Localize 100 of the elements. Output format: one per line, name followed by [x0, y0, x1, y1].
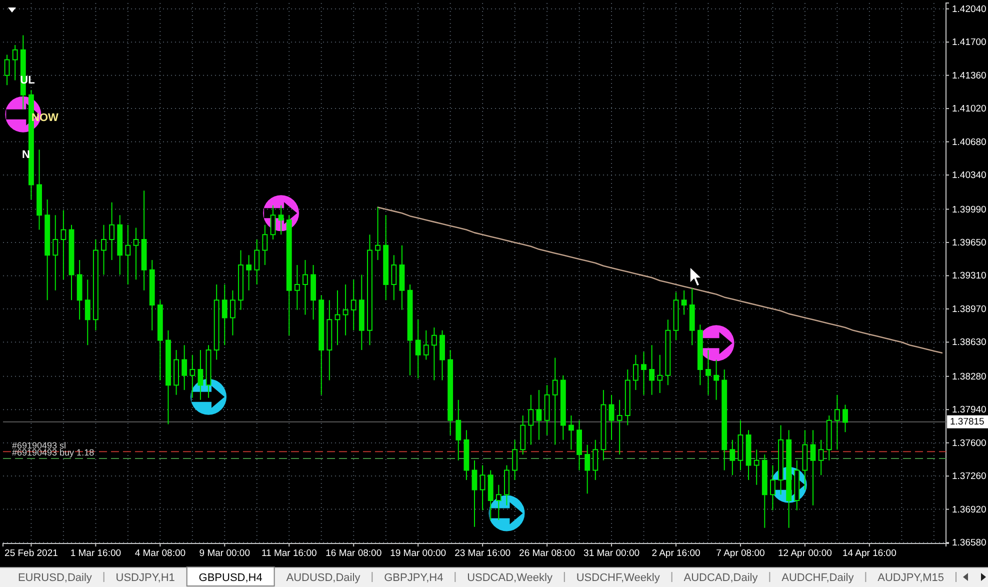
x-tick-label: 23 Mar 16:00 [454, 548, 511, 560]
x-tick-label: 14 Apr 16:00 [842, 548, 896, 560]
candlestick [786, 430, 792, 528]
candlestick [592, 439, 598, 480]
candlestick [657, 354, 663, 394]
candlestick [334, 290, 340, 346]
candlestick [770, 464, 776, 511]
candlestick [367, 234, 372, 346]
candlestick [794, 460, 800, 511]
candlestick [415, 319, 421, 379]
candlestick [431, 326, 437, 381]
candlestick [528, 394, 534, 446]
candlestick [109, 202, 115, 261]
x-tick-label: 31 Mar 00:00 [584, 548, 640, 560]
candlestick [689, 288, 695, 346]
candlestick [810, 430, 816, 506]
candlestick [407, 284, 413, 376]
candlestick [222, 284, 228, 346]
tab: AUDCAD,Daily [684, 572, 770, 584]
candlestick [778, 424, 784, 496]
candlestick [600, 390, 606, 461]
y-tick-label: 1.42040 [952, 4, 986, 15]
candlestick [84, 279, 90, 346]
candlestick [826, 414, 832, 461]
candlestick [125, 224, 131, 285]
candlestick [714, 359, 720, 400]
tab: EURUSD,Daily [18, 572, 104, 584]
candlestick [302, 260, 308, 316]
candlestick [568, 414, 574, 450]
candlestick [544, 384, 550, 436]
candlestick [238, 250, 244, 310]
candlestick [616, 399, 622, 456]
candlestick [174, 349, 180, 396]
candlestick [504, 464, 510, 506]
candlestick [624, 369, 630, 426]
candlestick [576, 420, 582, 471]
candlestick [673, 292, 679, 341]
candlestick [512, 439, 518, 480]
x-tick-label: 11 Mar 16:00 [261, 548, 317, 560]
candlestick [294, 264, 300, 310]
candlestick [383, 214, 389, 301]
candlestick [310, 264, 316, 320]
candlestick [762, 454, 768, 528]
candlestick [584, 444, 590, 494]
candlestick [101, 224, 106, 276]
candlestick [560, 374, 566, 440]
candlestick [166, 330, 171, 425]
candlestick [198, 349, 204, 400]
candlestick [52, 214, 58, 291]
y-tick-label: 1.40680 [952, 136, 986, 148]
tab: AUDCHF,Daily [782, 572, 866, 584]
tab: USDCAD,Weekly [467, 572, 565, 584]
candlestick [464, 430, 470, 480]
candlestick [206, 344, 212, 398]
candlestick [117, 214, 123, 276]
y-tick-label: 1.41360 [952, 70, 986, 82]
candlestick [182, 344, 188, 391]
candlestick [214, 284, 220, 360]
candlestick [350, 279, 356, 331]
candlestick [834, 394, 840, 450]
tab: USDCHF,Weekly [576, 572, 672, 584]
y-tick-label: 1.39990 [952, 204, 986, 216]
candlestick [552, 357, 558, 446]
y-tick-label: 1.39310 [952, 270, 986, 282]
tab: AUDUSD,Daily [286, 572, 373, 584]
x-tick-label: 16 Mar 08:00 [326, 548, 382, 560]
x-tick-label: 9 Mar 00:00 [199, 548, 250, 560]
candlestick [358, 274, 364, 350]
candlestick [423, 330, 429, 360]
candlestick [641, 351, 646, 396]
x-tick-label: 7 Apr 08:00 [716, 548, 765, 560]
y-tick-label: 1.38280 [952, 371, 986, 382]
candlestick [286, 214, 292, 336]
candlestick [697, 324, 703, 386]
candlestick [649, 344, 655, 396]
y-tick-label: 1.38630 [952, 337, 986, 348]
x-tick-label: 1 Mar 16:00 [70, 548, 122, 560]
candlestick [480, 464, 486, 511]
x-tick-label: 26 Mar 08:00 [519, 548, 576, 560]
candlestick [665, 319, 671, 386]
y-tick-label: 1.37940 [952, 404, 986, 416]
candlestick [230, 290, 236, 336]
candlestick [681, 290, 687, 316]
text: USDJPY,H1 [116, 572, 175, 584]
candlestick [68, 224, 74, 301]
candlestick [318, 294, 324, 396]
candlestick [536, 390, 542, 440]
candlestick [842, 404, 848, 433]
y-tick-label: 1.36580 [952, 538, 986, 549]
candlestick [722, 369, 728, 471]
candlestick [246, 254, 252, 291]
candlestick [496, 484, 502, 521]
candlestick [706, 349, 711, 396]
candlestick [754, 449, 760, 486]
candlestick [141, 190, 147, 291]
x-tick-label: 12 Apr 00:00 [778, 548, 832, 560]
x-tick-label: 25 Feb 2021 [4, 548, 58, 560]
candlestick [472, 460, 478, 528]
candlestick [36, 149, 42, 230]
candlestick [44, 198, 50, 301]
